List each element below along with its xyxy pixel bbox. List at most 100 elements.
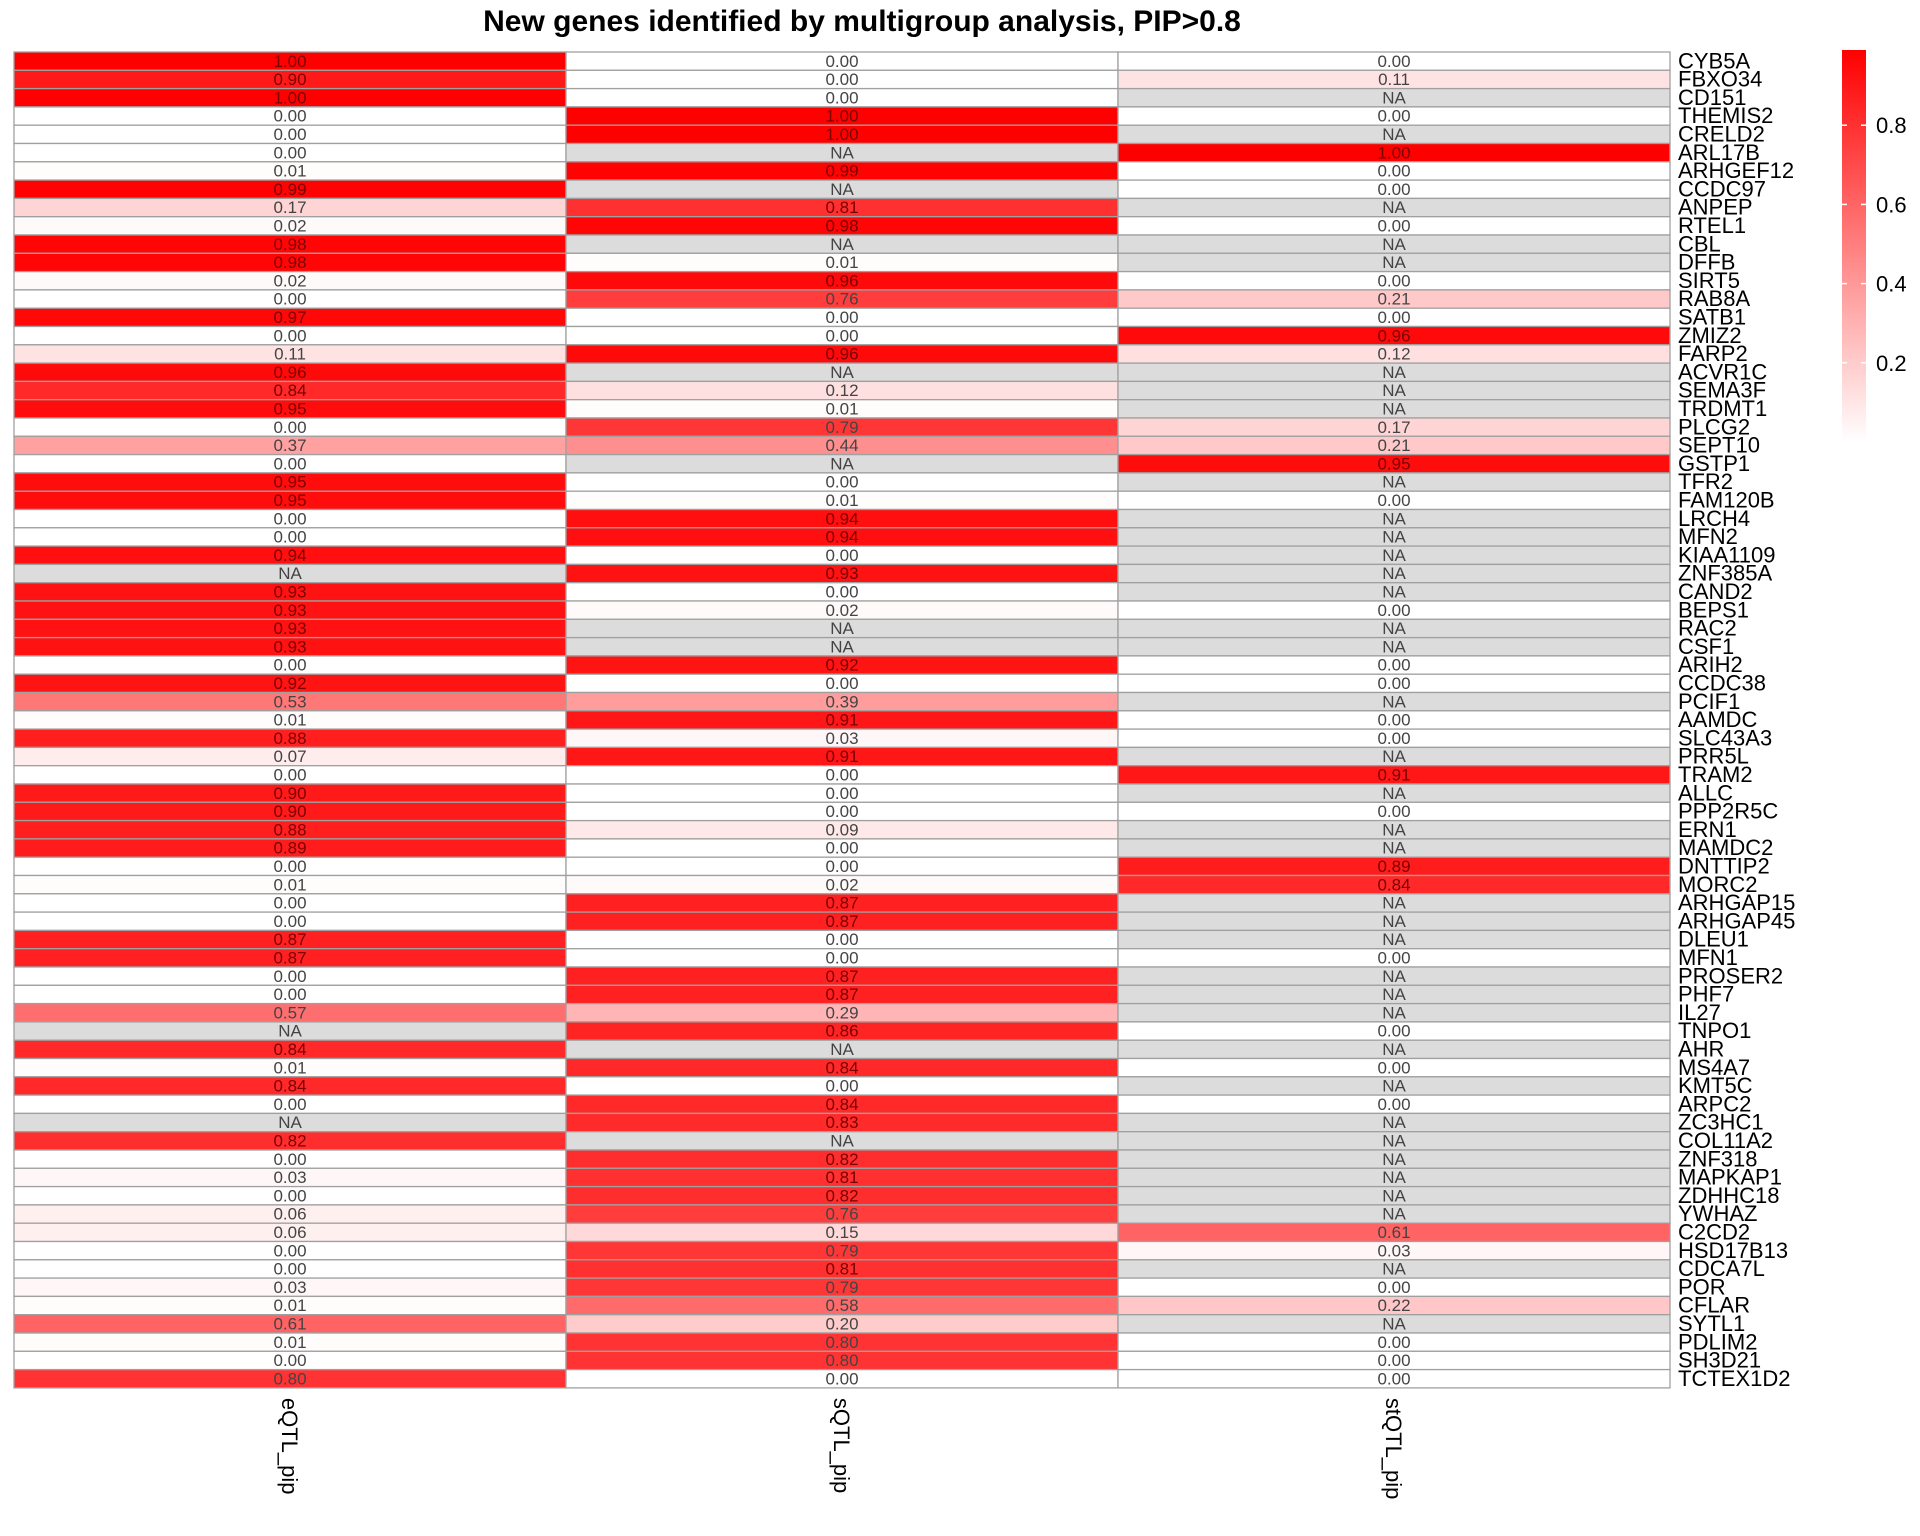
cell-value-label: 0.84: [273, 1040, 306, 1059]
cell-value-label: 0.01: [273, 711, 306, 730]
row-label: TRAM2: [1678, 762, 1753, 787]
row-label: PPP2R5C: [1678, 799, 1778, 824]
row-label: SATB1: [1678, 305, 1746, 330]
legend-tick-label: 0.6: [1876, 192, 1907, 217]
cell-value-label: 0.00: [825, 949, 858, 968]
column-label: stQTL_pip: [1381, 1398, 1406, 1500]
cell-value-label: 0.93: [825, 564, 858, 583]
cell-value-label: 0.00: [825, 88, 858, 107]
cell-value-label: NA: [1382, 235, 1406, 254]
cell-value-label: NA: [1382, 1260, 1406, 1279]
cell-value-label: 0.57: [273, 1003, 306, 1022]
row-label: FAM120B: [1678, 488, 1775, 513]
cell-value-label: 0.00: [1377, 1369, 1410, 1388]
row-label: HSD17B13: [1678, 1238, 1788, 1263]
row-label: ZNF385A: [1678, 561, 1772, 586]
cell-value-label: 0.00: [1377, 656, 1410, 675]
cell-value-label: 0.87: [825, 912, 858, 931]
row-label: THEMIS2: [1678, 103, 1773, 128]
cell-value-label: NA: [1382, 1186, 1406, 1205]
cell-value-label: 0.44: [825, 436, 858, 455]
cell-value-label: 0.90: [273, 70, 306, 89]
cell-value-label: NA: [1382, 747, 1406, 766]
cell-value-label: 0.87: [825, 967, 858, 986]
cell-value-label: NA: [1382, 619, 1406, 638]
cell-value-label: 0.00: [825, 802, 858, 821]
cell-value-label: NA: [1382, 912, 1406, 931]
row-label: AHR: [1678, 1037, 1724, 1062]
cell-value-label: 0.91: [1377, 766, 1410, 785]
row-label: IL27: [1678, 1000, 1721, 1025]
row-label: CFLAR: [1678, 1293, 1750, 1318]
row-label: DNTTIP2: [1678, 854, 1770, 879]
cell-value-label: 0.00: [825, 473, 858, 492]
row-label: CAND2: [1678, 579, 1753, 604]
row-label: COL11A2: [1678, 1128, 1773, 1153]
cell-value-label: 0.00: [273, 125, 306, 144]
row-label: MS4A7: [1678, 1055, 1750, 1080]
cell-value-label: NA: [1382, 1077, 1406, 1096]
row-label: LRCH4: [1678, 506, 1750, 531]
cell-value-label: 0.00: [1377, 491, 1410, 510]
cell-value-label: 0.61: [273, 1315, 306, 1334]
cell-value-label: 0.80: [825, 1351, 858, 1370]
row-label: ARHGAP45: [1678, 908, 1795, 933]
cell-value-label: 0.58: [825, 1296, 858, 1315]
cell-value-label: NA: [1382, 692, 1406, 711]
cell-value-label: 0.96: [825, 345, 858, 364]
cell-value-label: 0.76: [825, 290, 858, 309]
cell-value-label: NA: [1382, 1003, 1406, 1022]
cell-value-label: 0.12: [1377, 345, 1410, 364]
cell-value-label: 0.00: [1377, 271, 1410, 290]
row-label: PDLIM2: [1678, 1329, 1757, 1354]
row-label: ARHGAP15: [1678, 890, 1795, 915]
cell-value-label: 0.00: [825, 857, 858, 876]
cell-value-label: 0.94: [825, 528, 858, 547]
row-label: CRELD2: [1678, 122, 1765, 147]
cell-value-label: 0.61: [1377, 1223, 1410, 1242]
row-label: ZMIZ2: [1678, 323, 1742, 348]
cell-value-label: NA: [1382, 1168, 1406, 1187]
cell-value-label: 1.00: [1377, 143, 1410, 162]
cell-value-label: 0.09: [825, 820, 858, 839]
cell-value-label: 0.89: [273, 839, 306, 858]
cell-value-label: 0.00: [825, 674, 858, 693]
row-label: RAB8A: [1678, 286, 1750, 311]
cell-value-label: 0.02: [273, 217, 306, 236]
cell-value-label: 0.84: [273, 1077, 306, 1096]
cell-value-label: NA: [1382, 839, 1406, 858]
cell-value-label: 0.00: [1377, 1333, 1410, 1352]
cell-value-label: 0.01: [825, 253, 858, 272]
column-label: sQTL_pip: [829, 1398, 854, 1493]
cell-value-label: 0.87: [273, 930, 306, 949]
cell-value-label: NA: [830, 637, 854, 656]
row-label: ARL17B: [1678, 140, 1760, 165]
cell-value-label: 0.76: [825, 1205, 858, 1224]
row-label: RTEL1: [1678, 213, 1746, 238]
cell-value-label: 0.91: [825, 747, 858, 766]
cell-value-label: 0.86: [825, 1022, 858, 1041]
row-label: CDCA7L: [1678, 1256, 1765, 1281]
cell-value-label: 0.00: [273, 528, 306, 547]
row-label: ARHGEF12: [1678, 158, 1794, 183]
row-label: KIAA1109: [1678, 542, 1775, 567]
row-label: ERN1: [1678, 817, 1737, 842]
cell-value-label: 0.90: [273, 802, 306, 821]
cell-value-label: 0.00: [1377, 802, 1410, 821]
cell-value-label: 0.83: [825, 1113, 858, 1132]
row-label: SEMA3F: [1678, 378, 1766, 403]
cell-value-label: NA: [1382, 88, 1406, 107]
row-label: FARP2: [1678, 341, 1748, 366]
cell-value-label: 0.93: [273, 601, 306, 620]
cell-value-label: 0.01: [273, 1296, 306, 1315]
cell-value-label: NA: [1382, 1315, 1406, 1334]
legend-tick-label: 0.8: [1876, 113, 1907, 138]
cell-value-label: 0.11: [1378, 70, 1410, 89]
cell-value-label: 0.00: [1377, 1022, 1410, 1041]
cell-value-label: 0.79: [825, 1241, 858, 1260]
cell-value-label: 0.92: [273, 674, 306, 693]
row-label: SYTL1: [1678, 1311, 1745, 1336]
cell-value-label: 0.03: [825, 729, 858, 748]
legend-tick-label: 0.4: [1876, 272, 1907, 297]
cell-value-label: 0.93: [273, 619, 306, 638]
